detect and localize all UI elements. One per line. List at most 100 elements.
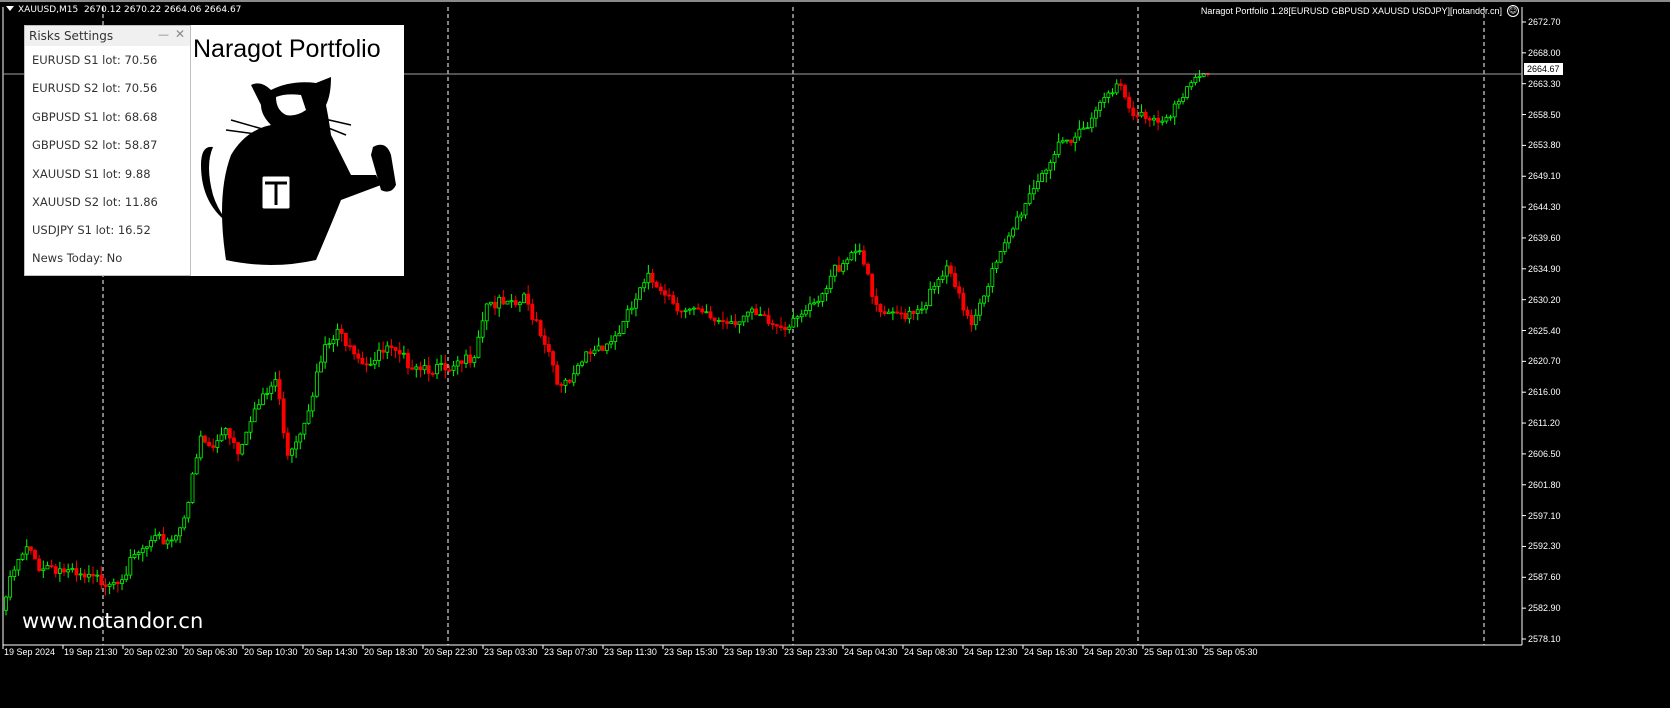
bull-candle: [455, 360, 460, 367]
bull-candle: [401, 352, 406, 355]
bull-candle: [924, 305, 928, 310]
bull-candle: [298, 433, 303, 443]
bear-candle: [762, 314, 767, 316]
bull-candle: [497, 296, 502, 309]
time-tick-label: 25 Sep 05:30: [1204, 647, 1258, 657]
bear-candle: [708, 311, 713, 319]
bear-candle: [352, 345, 357, 355]
bull-candle: [174, 535, 178, 541]
smiley-icon[interactable]: ☺: [1507, 5, 1519, 17]
dropdown-triangle-icon[interactable]: [6, 6, 14, 11]
bull-candle: [890, 311, 895, 314]
logo-box: Naragot Portfolio: [191, 25, 404, 276]
panel-header[interactable]: Risks Settings — ✕: [25, 26, 190, 46]
bull-candle: [223, 428, 228, 436]
bull-candle: [261, 393, 265, 406]
bear-candle: [766, 314, 771, 324]
bear-candle: [712, 317, 717, 322]
bull-candle: [248, 421, 253, 433]
bear-candle: [1127, 96, 1132, 109]
bull-candle: [1193, 77, 1198, 84]
bull-candle: [1110, 92, 1115, 95]
bull-candle: [1031, 188, 1036, 195]
minimize-icon[interactable]: —: [158, 28, 169, 41]
bear-candle: [551, 351, 555, 366]
bull-candle: [1164, 117, 1169, 122]
bull-candle: [252, 408, 257, 423]
price-tick-label: 2582.90: [1528, 603, 1561, 614]
bull-candle: [642, 282, 647, 289]
bear-candle: [211, 445, 216, 448]
bull-candle: [1085, 127, 1090, 130]
lot-row-gbpusd-s2: GBPUSD S2 lot: 58.87: [32, 138, 158, 152]
bull-candle: [928, 288, 933, 307]
bull-candle: [306, 410, 311, 424]
bull-candle: [824, 288, 829, 295]
close-icon[interactable]: ✕: [175, 27, 186, 41]
bull-candle: [1040, 173, 1044, 182]
logo-title: Naragot Portfolio: [193, 35, 381, 63]
bull-candle: [576, 364, 580, 375]
bull-candle: [791, 317, 796, 328]
bull-candle: [1077, 128, 1082, 138]
bear-candle: [360, 357, 365, 365]
bull-candle: [978, 302, 982, 316]
bear-candle: [1135, 115, 1140, 118]
bull-candle: [302, 422, 307, 435]
bull-candle: [625, 309, 630, 322]
price-tick-label: 2630.20: [1528, 294, 1561, 305]
bear-candle: [1143, 111, 1148, 119]
bear-candle: [870, 273, 875, 297]
bull-candle: [70, 568, 75, 571]
bull-candle: [488, 301, 493, 305]
bull-candle: [841, 263, 846, 272]
time-tick-label: 20 Sep 18:30: [364, 647, 418, 657]
time-tick-label: 23 Sep 07:30: [544, 647, 598, 657]
bull-candle: [737, 321, 742, 325]
bull-candle: [484, 303, 489, 322]
bear-candle: [949, 265, 953, 274]
bear-candle: [654, 281, 659, 288]
bear-candle: [754, 308, 759, 316]
bear-candle: [277, 379, 282, 400]
bull-candle: [692, 307, 696, 310]
bull-candle: [812, 302, 817, 305]
bear-candle: [567, 379, 572, 383]
bear-candle: [538, 320, 543, 337]
time-tick-label: 24 Sep 12:30: [964, 647, 1018, 657]
bull-candle: [745, 311, 750, 317]
time-tick-label: 20 Sep 06:30: [184, 647, 238, 657]
bull-candle: [269, 385, 274, 394]
bear-candle: [236, 442, 240, 455]
bull-candle: [132, 554, 137, 558]
bull-candle: [1036, 181, 1040, 190]
bull-candle: [1139, 111, 1144, 117]
bear-candle: [356, 353, 361, 359]
bull-candle: [758, 314, 763, 316]
bear-candle: [501, 296, 506, 305]
bull-candle: [634, 298, 638, 309]
bull-candle: [1102, 97, 1107, 103]
time-tick-label: 19 Sep 2024: [4, 647, 56, 657]
price-tick-label: 2653.80: [1528, 140, 1561, 151]
bear-candle: [969, 315, 974, 326]
bull-candle: [907, 310, 912, 320]
bull-candle: [178, 527, 182, 537]
bear-candle: [364, 363, 369, 366]
bull-candle: [820, 293, 825, 302]
bull-candle: [153, 535, 158, 541]
bull-candle: [704, 311, 709, 314]
bear-candle: [232, 437, 236, 443]
bull-candle: [45, 565, 50, 570]
bull-candle: [20, 553, 25, 560]
price-tick-label: 2587.60: [1528, 572, 1561, 583]
lot-row-xauusd-s2: XAUUSD S2 lot: 11.86: [32, 195, 158, 209]
chart-header: XAUUSD,M15 2670.12 2670.22 2664.06 2664.…: [6, 5, 241, 15]
bear-candle: [74, 568, 79, 576]
bear-candle: [426, 365, 431, 374]
bull-candle: [310, 395, 315, 412]
bear-candle: [911, 310, 916, 314]
bear-candle: [1118, 83, 1123, 86]
bear-candle: [774, 324, 779, 327]
